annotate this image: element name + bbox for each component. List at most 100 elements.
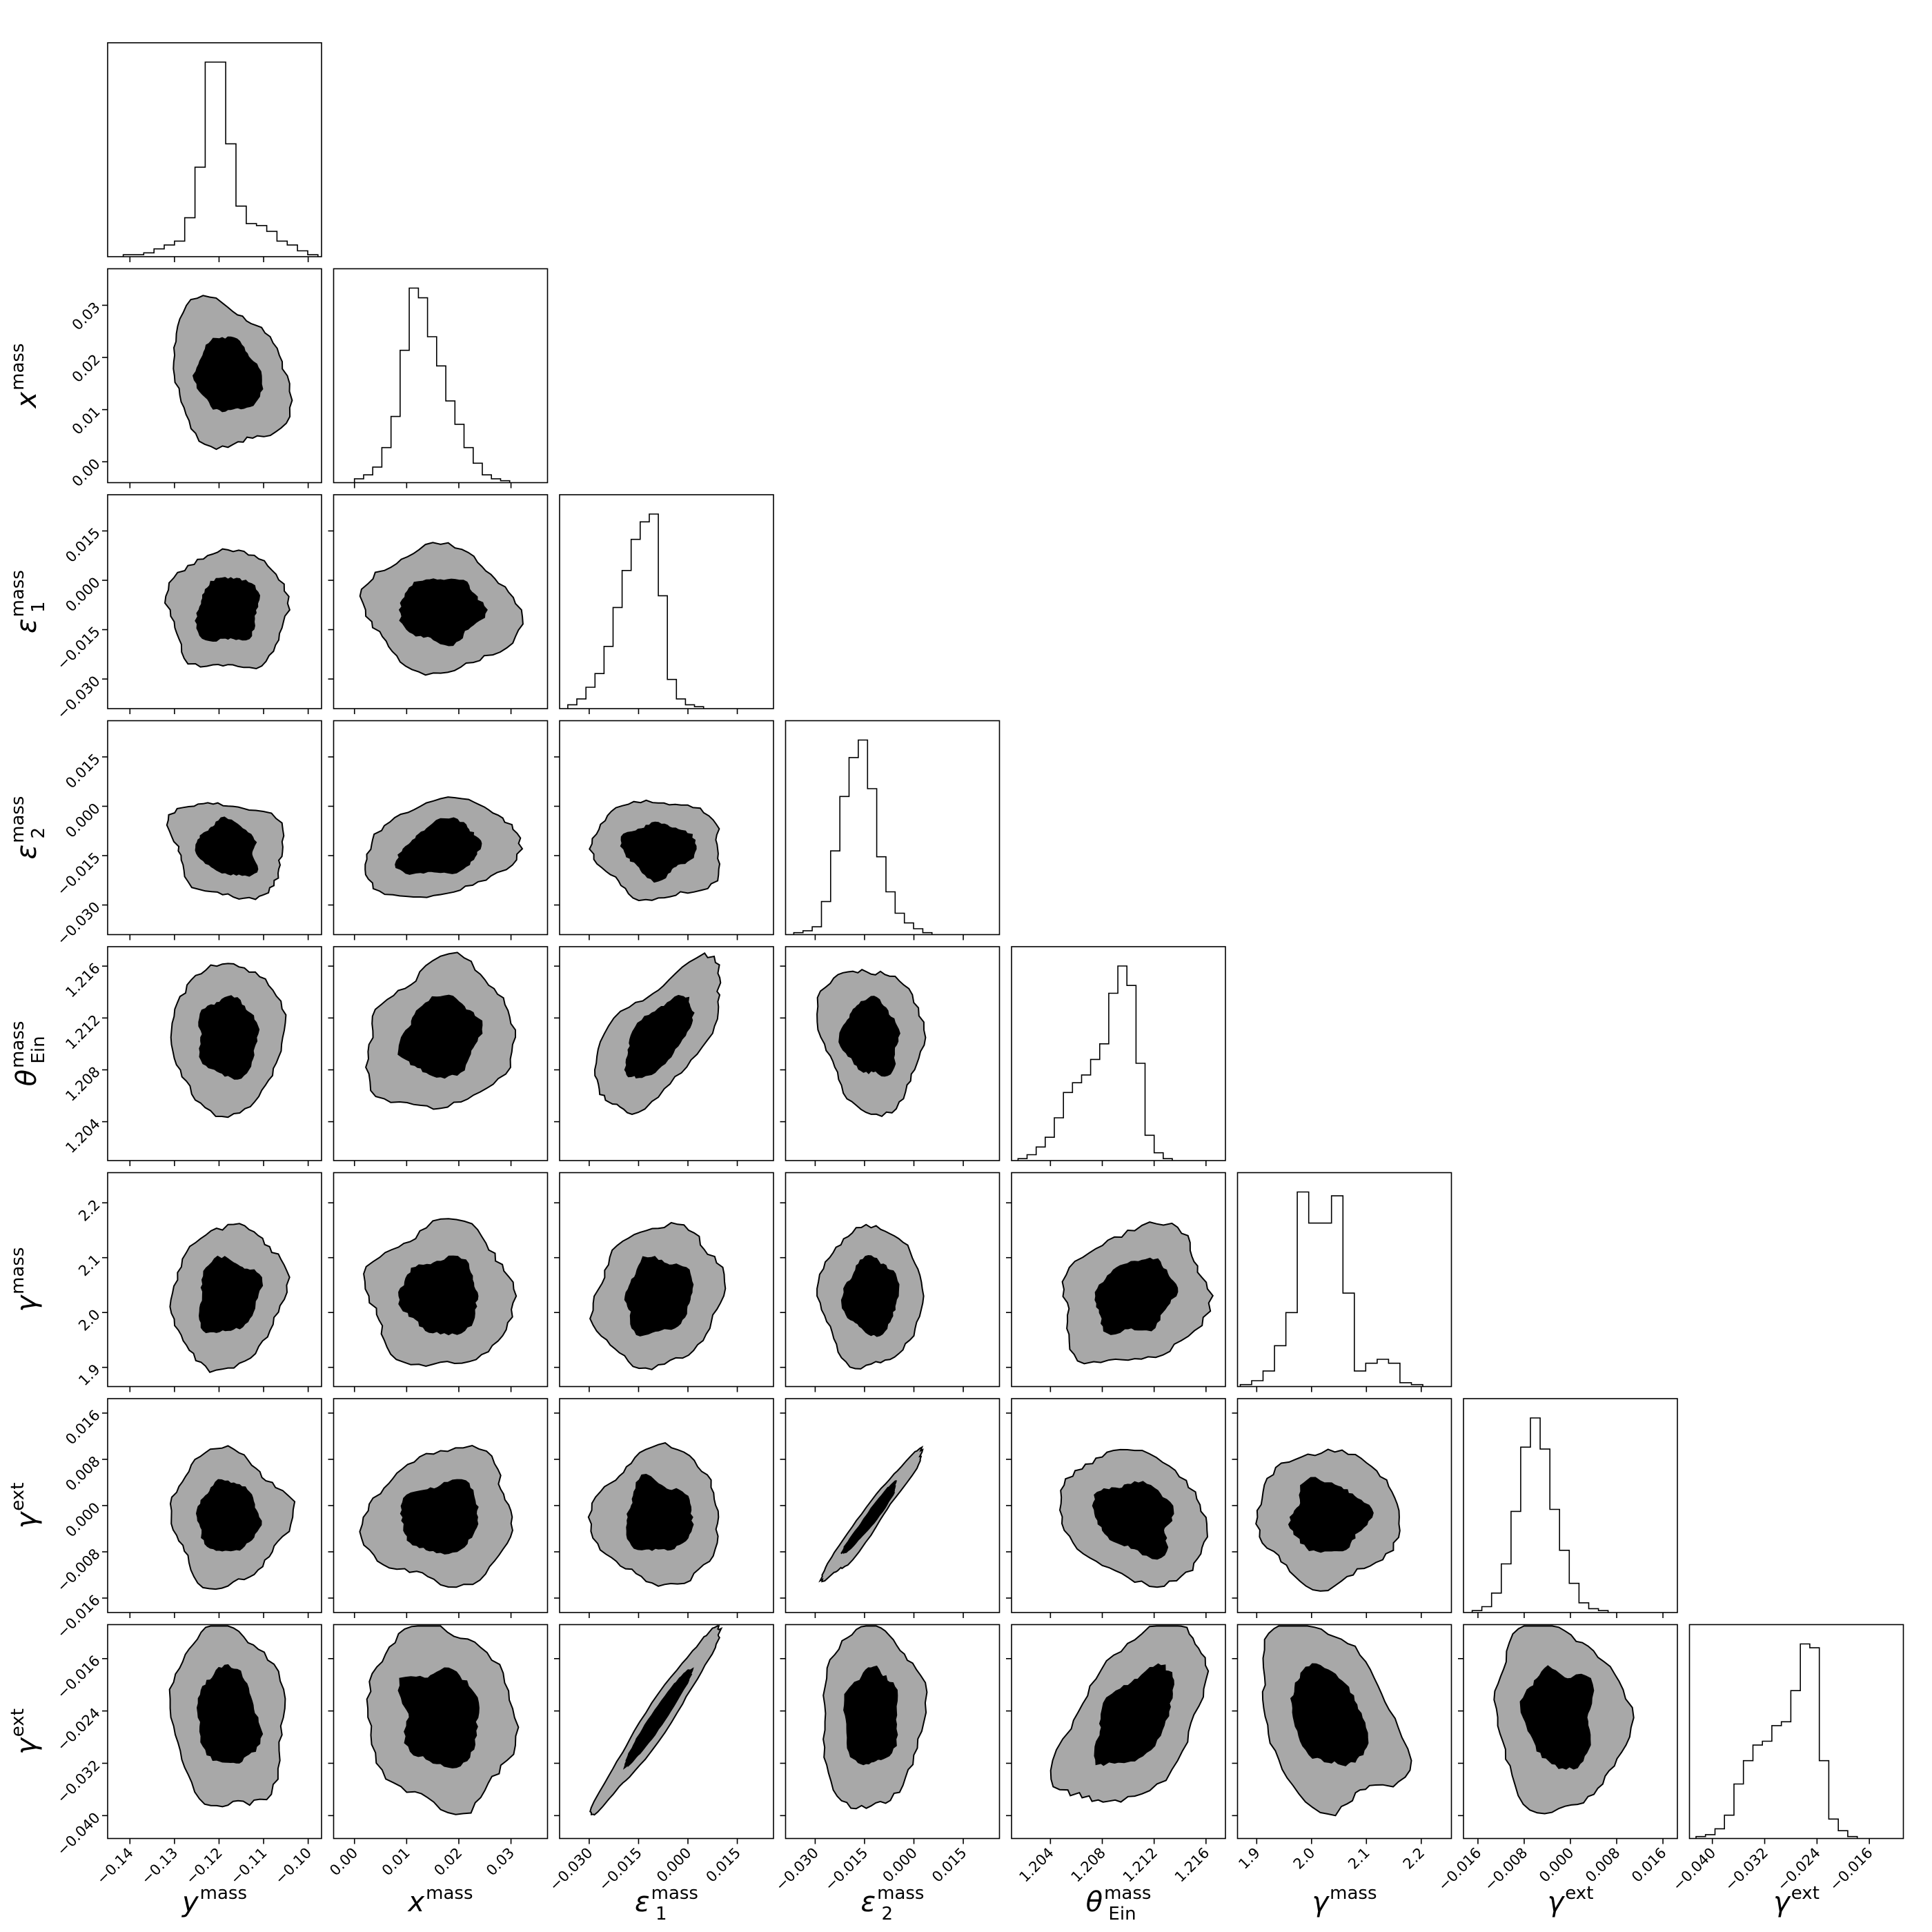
contour-panel-x^mass-vs-y^mass bbox=[172, 295, 293, 451]
y-tick-label: −0.015 bbox=[54, 849, 103, 899]
histogram-bin bbox=[185, 218, 195, 257]
histogram-bin bbox=[1286, 1312, 1298, 1386]
histogram-bin bbox=[1082, 1075, 1091, 1161]
histogram-theta_Ein^mass bbox=[1017, 965, 1173, 1161]
x-tick-label: −0.11 bbox=[227, 1844, 270, 1887]
contour-68 bbox=[624, 1256, 694, 1337]
y-tick-label: 1.208 bbox=[62, 1063, 103, 1104]
contour-68 bbox=[1519, 1665, 1595, 1770]
histogram-bin bbox=[886, 892, 895, 935]
histogram-bin bbox=[1838, 1831, 1848, 1838]
histogram-bin bbox=[1782, 1722, 1791, 1838]
x-tick-label: 1.208 bbox=[1068, 1844, 1109, 1885]
contour-68 bbox=[195, 577, 261, 642]
panel-frame bbox=[1011, 1624, 1226, 1840]
y-tick-label: −0.008 bbox=[54, 1546, 103, 1595]
contour-68 bbox=[840, 1254, 900, 1337]
panel-frame bbox=[107, 42, 322, 257]
histogram-bin bbox=[1501, 1564, 1511, 1613]
histogram-bin bbox=[622, 571, 631, 709]
y-axis-label-epsilon_1^mass: εmass1 bbox=[8, 570, 49, 633]
histogram-bin bbox=[1579, 1603, 1588, 1613]
histogram-bin bbox=[382, 448, 391, 483]
contour-panel-gamma^ext_1-vs-gamma^mass bbox=[1255, 1448, 1401, 1592]
histogram-step-line bbox=[793, 739, 933, 935]
histogram-step-line bbox=[1695, 1643, 1858, 1839]
histogram-bin bbox=[1400, 1383, 1412, 1387]
panel-frame bbox=[333, 1624, 549, 1840]
y-tick-label: 0.00 bbox=[69, 455, 103, 490]
histogram-bin bbox=[649, 514, 658, 709]
contour-panel-gamma^ext_2-vs-y^mass bbox=[168, 1625, 286, 1808]
panel-frame bbox=[1236, 1172, 1452, 1388]
x-axis-label-x^mass: xmass bbox=[406, 1883, 473, 1918]
histogram-bin bbox=[1388, 1363, 1400, 1387]
histogram-bin bbox=[1136, 1063, 1145, 1161]
histogram-x^mass bbox=[353, 287, 511, 483]
contour-68 bbox=[198, 995, 260, 1080]
x-axis-label-epsilon_2^mass: εmass 2 bbox=[861, 1883, 925, 1924]
y-tick-label: 0.01 bbox=[69, 403, 103, 437]
histogram-bin bbox=[1734, 1784, 1744, 1839]
x-tick-label: 0.01 bbox=[379, 1844, 413, 1879]
histogram-bin bbox=[1343, 1293, 1354, 1386]
histogram-bin bbox=[1354, 1371, 1366, 1387]
x-tick-label: −0.14 bbox=[93, 1844, 136, 1887]
x-axis-label-gamma^ext_2: γext bbox=[1773, 1883, 1820, 1918]
histogram-bin bbox=[604, 647, 613, 709]
histogram-bin bbox=[1063, 1092, 1072, 1161]
histogram-bin bbox=[914, 929, 923, 935]
y-axis-label-theta_Ein^mass: θmassEin bbox=[8, 1021, 49, 1087]
x-tick-label: 0.000 bbox=[653, 1844, 694, 1885]
histogram-bin bbox=[1800, 1644, 1810, 1839]
histogram-bin bbox=[631, 540, 640, 709]
histogram-bin bbox=[676, 699, 685, 709]
histogram-bin bbox=[226, 144, 236, 257]
contour-panel-gamma^ext_2-vs-epsilon_2^mass bbox=[822, 1625, 928, 1810]
contour-panel-gamma^mass-vs-epsilon_1^mass bbox=[589, 1221, 727, 1370]
histogram-bin bbox=[1753, 1745, 1763, 1838]
histogram-bin bbox=[1091, 1059, 1100, 1161]
histogram-bin bbox=[1377, 1359, 1389, 1387]
y-axis-label-gamma^ext_1: γext bbox=[8, 1483, 43, 1529]
histogram-bin bbox=[1744, 1761, 1753, 1839]
panel-frame bbox=[107, 720, 322, 936]
histogram-bin bbox=[267, 231, 277, 257]
histogram-bin bbox=[1772, 1726, 1782, 1839]
x-tick-label: 0.015 bbox=[703, 1844, 744, 1885]
histogram-bin bbox=[803, 931, 812, 935]
contour-panel-gamma^ext_2-vs-gamma^ext_1 bbox=[1493, 1625, 1635, 1815]
y-axis-label-gamma^mass: γmass bbox=[8, 1247, 43, 1312]
x-axis-label-theta_Ein^mass: θmass Ein bbox=[1086, 1883, 1152, 1924]
contour-panel-gamma^ext_1-vs-theta_Ein^mass bbox=[1058, 1448, 1209, 1588]
contour-68 bbox=[195, 1479, 262, 1552]
histogram-bin bbox=[428, 337, 437, 483]
panel-frame bbox=[785, 946, 1000, 1161]
histogram-bin bbox=[491, 479, 500, 483]
x-tick-label: 0.008 bbox=[1582, 1844, 1623, 1885]
x-tick-label: −0.008 bbox=[1481, 1844, 1531, 1894]
histogram-bin bbox=[236, 206, 246, 257]
x-axis-label-gamma^mass: γmass bbox=[1312, 1883, 1377, 1918]
contour-panel-gamma^ext_2-vs-theta_Ein^mass bbox=[1049, 1625, 1210, 1803]
x-tick-label: −0.016 bbox=[1435, 1844, 1485, 1894]
panel-frame bbox=[1688, 1624, 1904, 1840]
x-tick-label: 0.02 bbox=[431, 1844, 465, 1879]
histogram-bin bbox=[895, 914, 904, 935]
x-axis-label-gamma^ext_1: γext bbox=[1548, 1883, 1594, 1918]
histogram-bin bbox=[1569, 1584, 1579, 1613]
histogram-bin bbox=[215, 62, 226, 257]
panel-frame bbox=[333, 268, 549, 484]
histogram-bin bbox=[175, 241, 185, 257]
histogram-bin bbox=[297, 251, 308, 257]
histogram-epsilon_2^mass bbox=[793, 739, 933, 935]
histogram-bin bbox=[685, 704, 694, 709]
contour-68 bbox=[1290, 1663, 1369, 1766]
y-tick-label: 2.0 bbox=[75, 1306, 103, 1334]
x-tick-label: 0.03 bbox=[483, 1844, 518, 1879]
histogram-bin bbox=[1154, 1153, 1163, 1161]
histogram-bin bbox=[205, 62, 215, 257]
histogram-bin bbox=[482, 475, 491, 482]
x-tick-label: 2.1 bbox=[1345, 1844, 1373, 1873]
contour-panel-gamma^ext_1-vs-x^mass bbox=[359, 1444, 513, 1588]
